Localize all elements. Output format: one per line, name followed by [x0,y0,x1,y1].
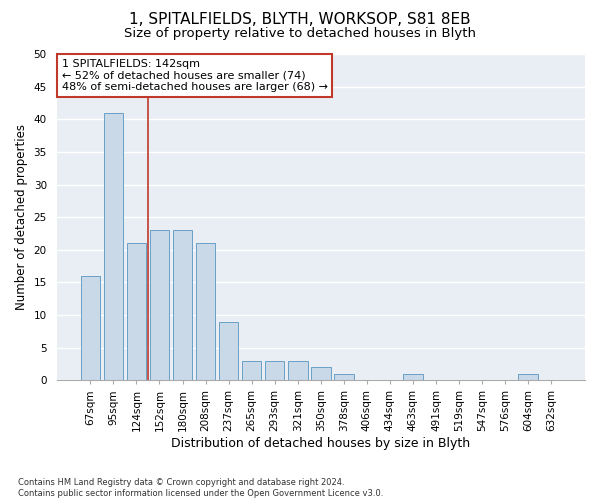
Bar [127,243,146,380]
Text: 1 SPITALFIELDS: 142sqm
← 52% of detached houses are smaller (74)
48% of semi-det: 1 SPITALFIELDS: 142sqm ← 52% of detached… [62,59,328,92]
Bar [80,276,100,380]
Bar [173,230,193,380]
Bar [242,360,262,380]
Bar [265,360,284,380]
Bar [334,374,353,380]
Bar [403,374,423,380]
Bar [518,374,538,380]
Text: Contains HM Land Registry data © Crown copyright and database right 2024.
Contai: Contains HM Land Registry data © Crown c… [18,478,383,498]
Y-axis label: Number of detached properties: Number of detached properties [15,124,28,310]
Bar [196,243,215,380]
X-axis label: Distribution of detached houses by size in Blyth: Distribution of detached houses by size … [171,437,470,450]
Bar [149,230,169,380]
Text: Size of property relative to detached houses in Blyth: Size of property relative to detached ho… [124,28,476,40]
Bar [219,322,238,380]
Text: 1, SPITALFIELDS, BLYTH, WORKSOP, S81 8EB: 1, SPITALFIELDS, BLYTH, WORKSOP, S81 8EB [129,12,471,28]
Bar [104,112,123,380]
Bar [311,367,331,380]
Bar [288,360,308,380]
